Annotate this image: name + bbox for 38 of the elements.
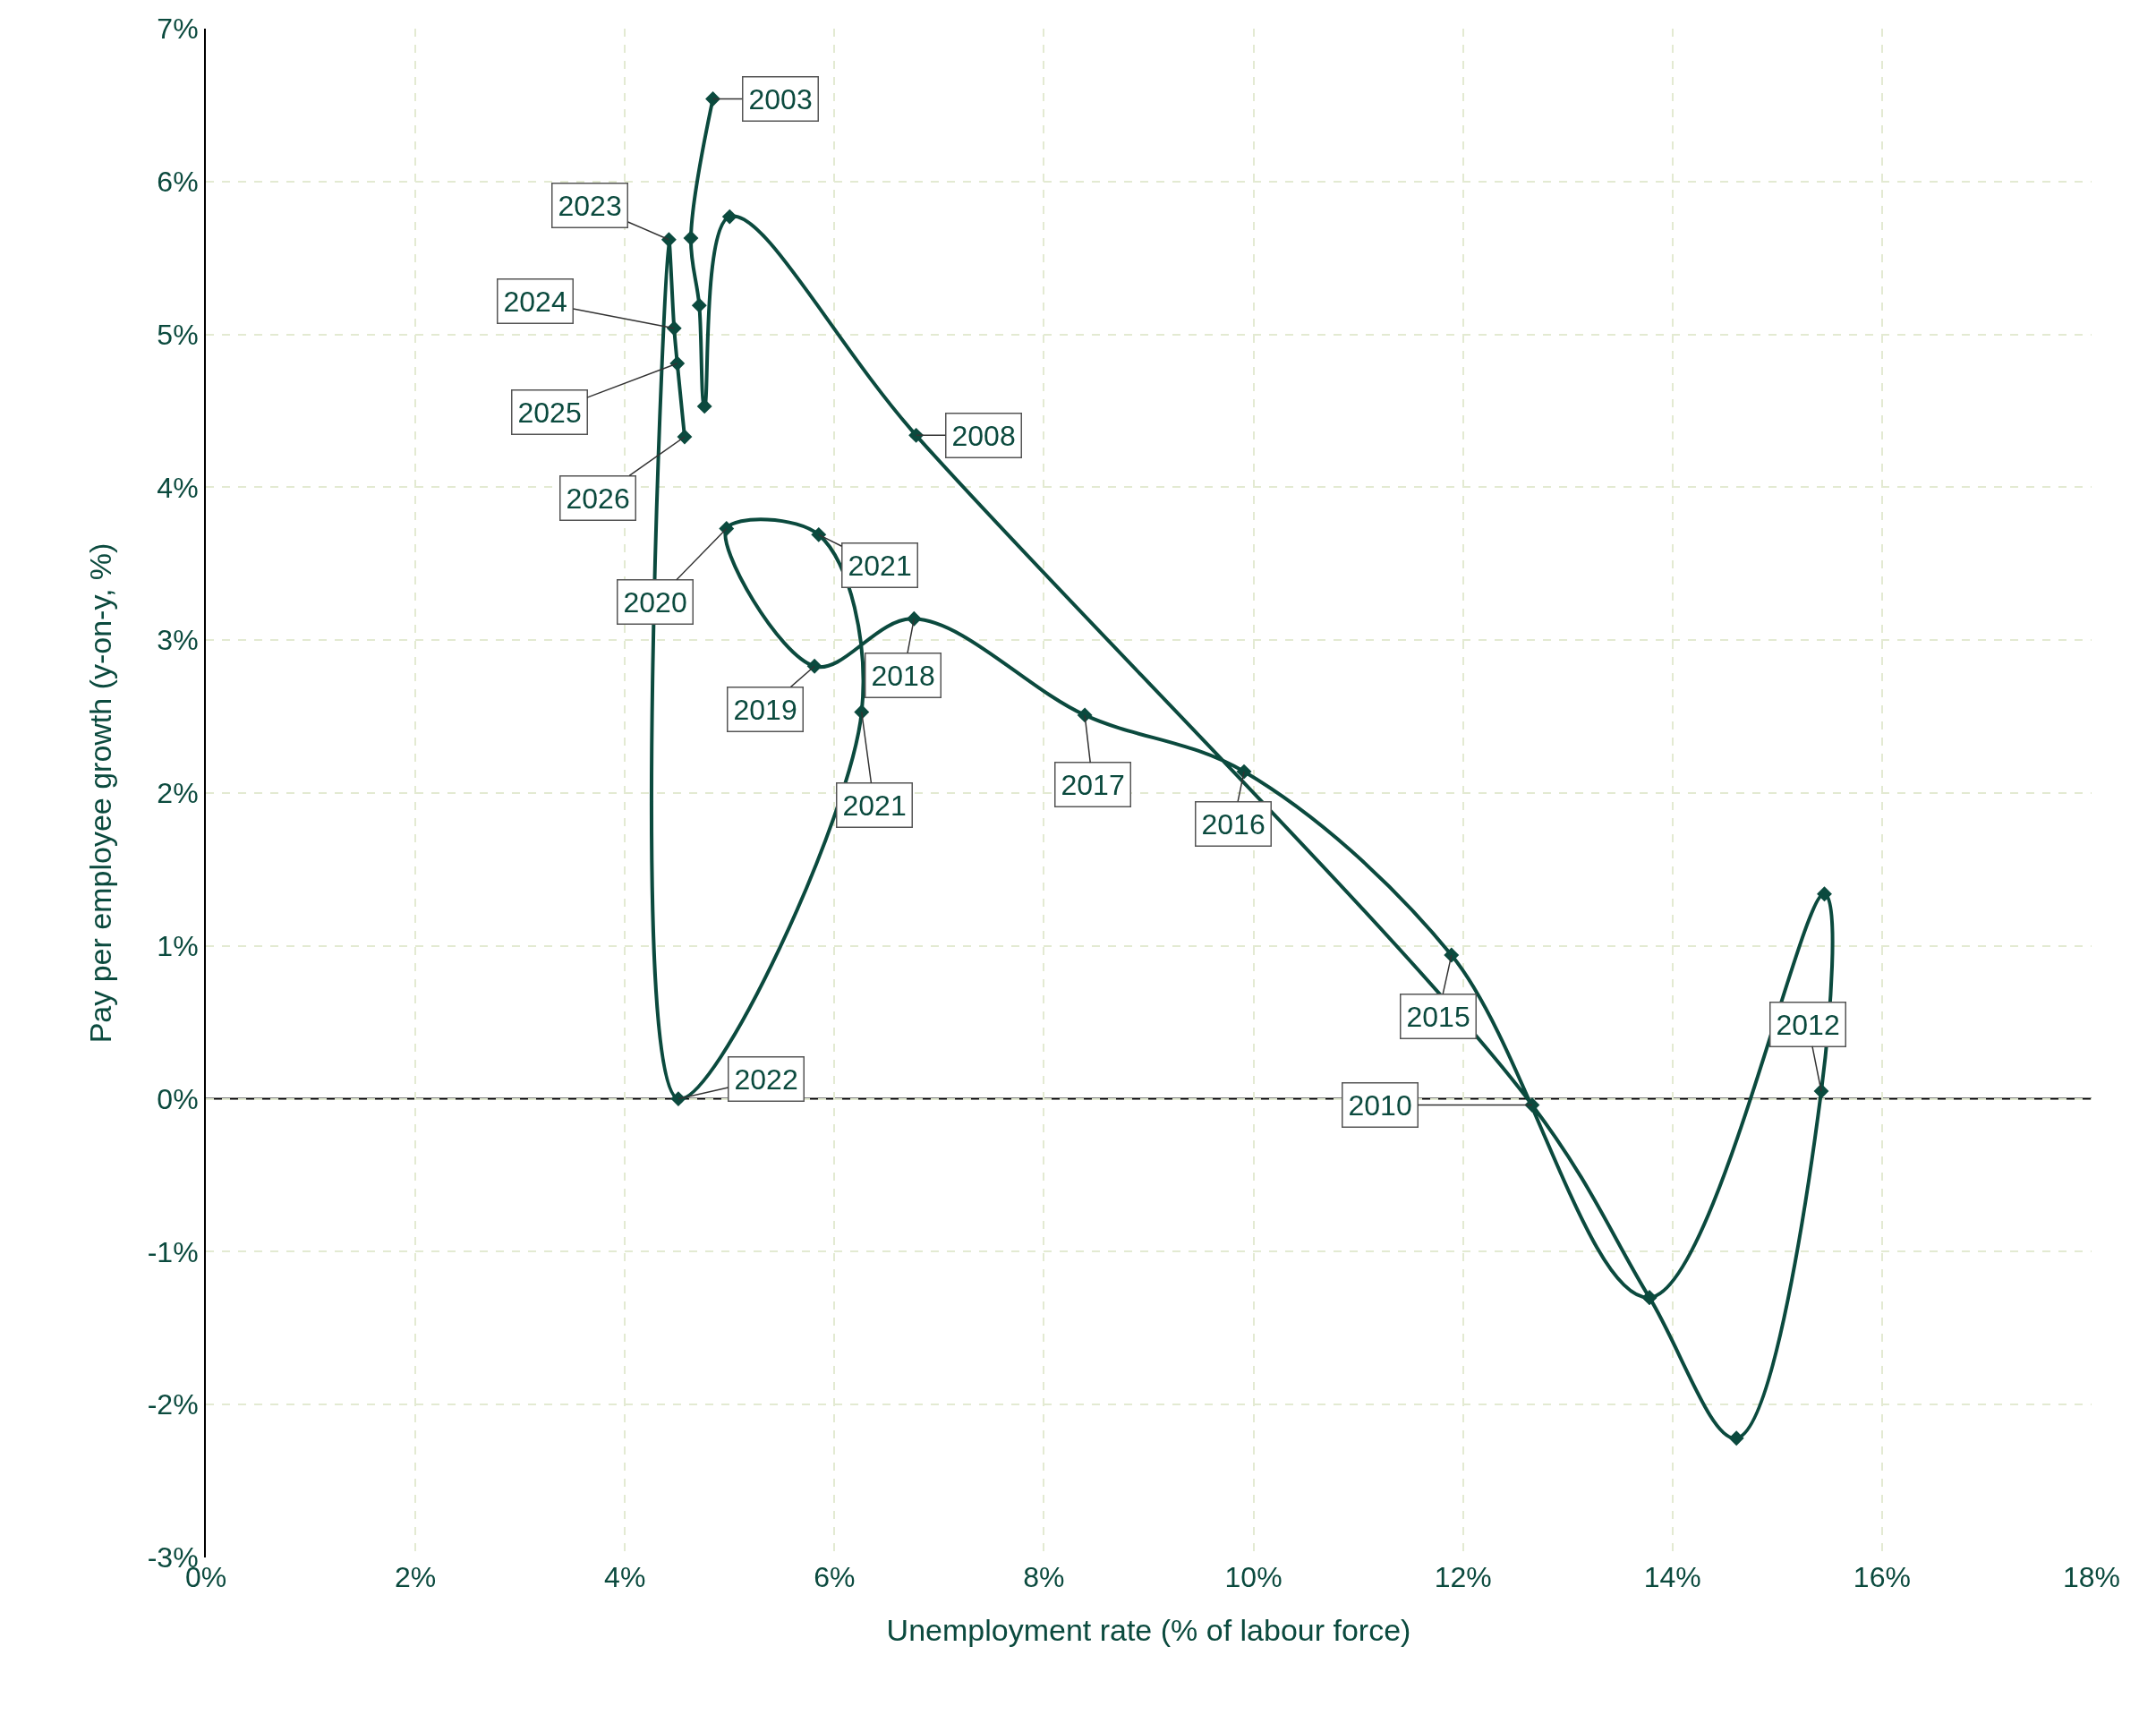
x-tick-label: 10% (1224, 1561, 1283, 1593)
y-tick-label: 1% (157, 930, 199, 962)
x-tick-label: 14% (1643, 1561, 1701, 1593)
annotation: 2019 (733, 693, 797, 726)
y-tick-label: -2% (147, 1388, 199, 1421)
annotation: 2015 (1406, 1000, 1470, 1033)
annotation: 2023 (558, 189, 622, 222)
y-tick-label: 7% (157, 13, 199, 46)
y-axis-title: Pay per employee growth (y-on-y, %) (82, 542, 117, 1044)
y-tick-label: 5% (157, 318, 199, 351)
x-tick-label: 4% (604, 1561, 646, 1593)
annotation: 2016 (1201, 807, 1265, 840)
annotation: 2022 (734, 1062, 798, 1096)
x-tick-label: 16% (1853, 1561, 1911, 1593)
annotation: 2003 (748, 82, 813, 115)
y-tick-label: 3% (157, 624, 199, 657)
y-tick-label: 0% (157, 1082, 199, 1115)
x-tick-label: 2% (394, 1561, 437, 1593)
x-axis-title: Unemployment rate (% of labour force) (886, 1613, 1411, 1648)
x-tick-label: 8% (1023, 1561, 1065, 1593)
annotation: 2026 (566, 482, 630, 515)
annotation: 2012 (1776, 1008, 1840, 1041)
y-tick-label: 4% (157, 471, 199, 504)
annotation: 2021 (842, 789, 907, 822)
y-tick-label: 6% (157, 166, 199, 198)
annotation: 2018 (871, 659, 935, 692)
x-tick-label: 6% (814, 1561, 856, 1593)
annotation: 2008 (951, 419, 1016, 452)
y-tick-label: -1% (147, 1235, 199, 1268)
annotation: 2021 (848, 549, 912, 582)
annotation: 2020 (623, 585, 687, 619)
annotation: 2025 (517, 396, 582, 429)
annotation: 2024 (503, 285, 567, 318)
y-tick-label: 2% (157, 777, 199, 810)
annotation: 2017 (1061, 768, 1125, 801)
annotation: 2010 (1348, 1088, 1412, 1122)
x-tick-label: 12% (1434, 1561, 1492, 1593)
x-tick-label: 18% (2062, 1561, 2121, 1593)
